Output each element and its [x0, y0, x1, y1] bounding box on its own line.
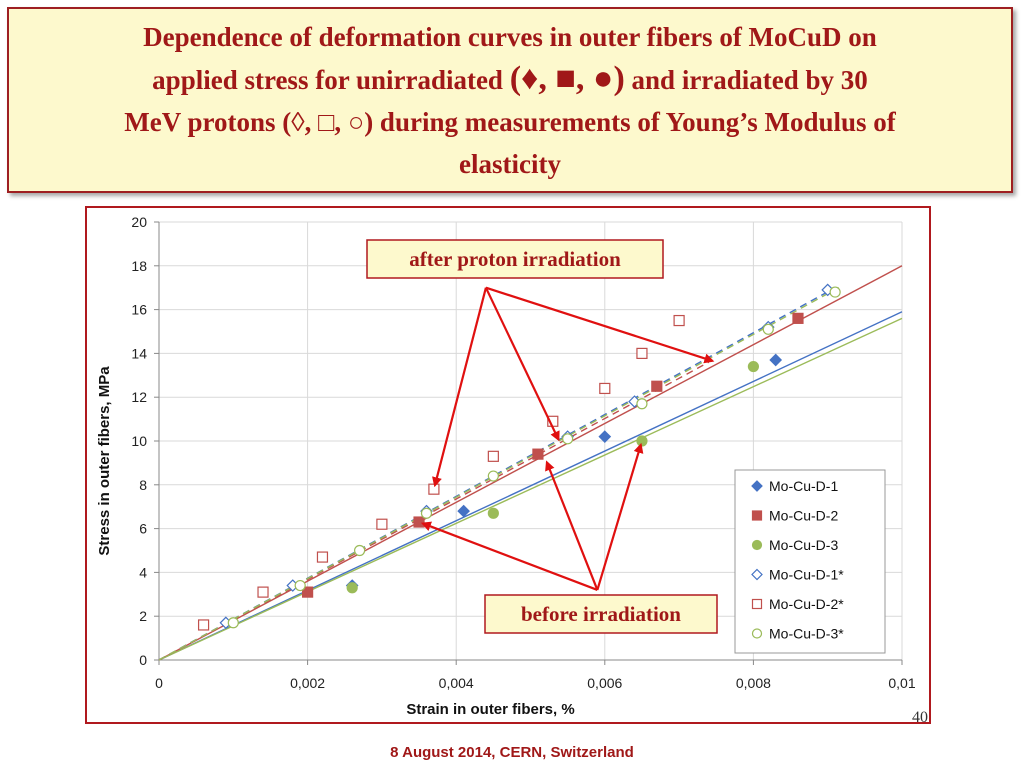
- data-point: [769, 353, 783, 367]
- data-point: [428, 483, 440, 495]
- y-tick-label: 18: [131, 258, 147, 274]
- data-point: [257, 586, 269, 598]
- data-point: [599, 382, 611, 395]
- legend-marker: [751, 510, 763, 521]
- data-point: [197, 619, 210, 631]
- annotation-arrow: [420, 521, 598, 591]
- x-tick-label: 0,008: [736, 675, 771, 691]
- data-point: [487, 450, 499, 462]
- legend-box: [734, 469, 886, 654]
- legend-label: Mo-Cu-D-3: [769, 537, 838, 553]
- footer-text: 8 August 2014, CERN, Switzerland: [390, 744, 634, 761]
- y-tick-label: 6: [139, 521, 147, 537]
- data-point: [532, 448, 544, 460]
- trendline-5: [158, 284, 843, 661]
- data-point: [316, 551, 329, 563]
- legend-label: Mo-Cu-D-2: [769, 508, 838, 524]
- trendline-0: [158, 311, 903, 661]
- annotation-arrow: [485, 286, 715, 364]
- title-unirradiated-symbols: (♦, ■, ●): [509, 59, 625, 97]
- y-tick-label: 12: [131, 389, 147, 405]
- data-point: [227, 617, 239, 629]
- data-point: [636, 398, 648, 410]
- annotation-arrow: [432, 287, 487, 488]
- legend-marker: [751, 539, 763, 551]
- x-tick-label: 0,006: [587, 675, 622, 691]
- trendline-4: [158, 361, 710, 661]
- data-point: [747, 360, 760, 373]
- data-point: [792, 312, 804, 324]
- chart-frame: after proton irradiation before irradiati…: [85, 206, 931, 724]
- annotation-box: [484, 594, 718, 634]
- legend-label: Mo-Cu-D-1: [769, 478, 838, 494]
- data-point: [762, 323, 774, 335]
- y-tick-label: 20: [131, 214, 147, 230]
- data-point: [354, 544, 366, 557]
- y-tick-label: 16: [131, 302, 147, 318]
- data-point: [829, 286, 841, 298]
- y-tick-label: 2: [139, 608, 147, 624]
- legend-marker: [751, 480, 763, 492]
- data-point: [457, 504, 470, 518]
- data-point: [487, 507, 499, 519]
- legend-label: Mo-Cu-D-2*: [769, 596, 844, 612]
- trendline-2: [158, 317, 903, 661]
- deformation-chart: after proton irradiation before irradiati…: [96, 214, 916, 718]
- data-point: [562, 433, 574, 445]
- annotation-label: before irradiation: [521, 602, 681, 626]
- x-tick-label: 0,004: [439, 675, 474, 691]
- trendline-1: [158, 265, 903, 661]
- data-point: [346, 582, 358, 594]
- data-point: [636, 435, 648, 447]
- y-axis-label: Stress in outer fibers, MPa: [96, 366, 113, 556]
- legend-marker: [751, 598, 763, 610]
- title-line-3: MeV protons (◊, □, ○) during measurement…: [124, 106, 896, 137]
- legend-label: Mo-Cu-D-3*: [769, 626, 844, 642]
- y-tick-label: 14: [131, 345, 147, 361]
- x-tick-label: 0,01: [888, 675, 915, 691]
- data-point: [294, 579, 306, 592]
- data-point: [651, 380, 663, 392]
- legend-marker: [751, 628, 763, 639]
- title-line-2b: and irradiated by 30: [624, 64, 868, 95]
- annotation-arrow: [484, 287, 560, 442]
- title-line-2a: applied stress for unirradiated: [152, 64, 510, 95]
- legend-marker: [751, 568, 763, 581]
- title-box: Dependence of deformation curves in oute…: [7, 7, 1013, 193]
- y-tick-label: 4: [139, 564, 147, 580]
- title-line-1: Dependence of deformation curves in oute…: [143, 21, 877, 52]
- legend-label: Mo-Cu-D-1*: [769, 567, 844, 583]
- data-point: [598, 430, 612, 443]
- data-point: [413, 516, 425, 528]
- slide-title: Dependence of deformation curves in oute…: [114, 16, 906, 185]
- data-point: [376, 518, 388, 530]
- annotation-arrow: [545, 460, 599, 591]
- y-tick-label: 10: [131, 433, 147, 449]
- annotation-label: after proton irradiation: [409, 247, 621, 271]
- x-axis-label: Strain in outer fibers, %: [406, 701, 574, 718]
- data-point: [487, 470, 499, 482]
- data-point: [636, 347, 648, 359]
- x-tick-label: 0: [155, 675, 163, 691]
- y-tick-label: 8: [139, 477, 147, 493]
- data-point: [420, 507, 433, 519]
- slide-number: 40: [912, 709, 928, 726]
- y-tick-label: 0: [139, 652, 147, 668]
- annotation-box: [366, 239, 664, 279]
- x-tick-label: 0,002: [290, 675, 325, 691]
- data-point: [673, 314, 685, 327]
- annotation-arrow: [596, 442, 644, 591]
- data-point: [302, 586, 314, 598]
- title-line-4: elasticity: [459, 148, 561, 179]
